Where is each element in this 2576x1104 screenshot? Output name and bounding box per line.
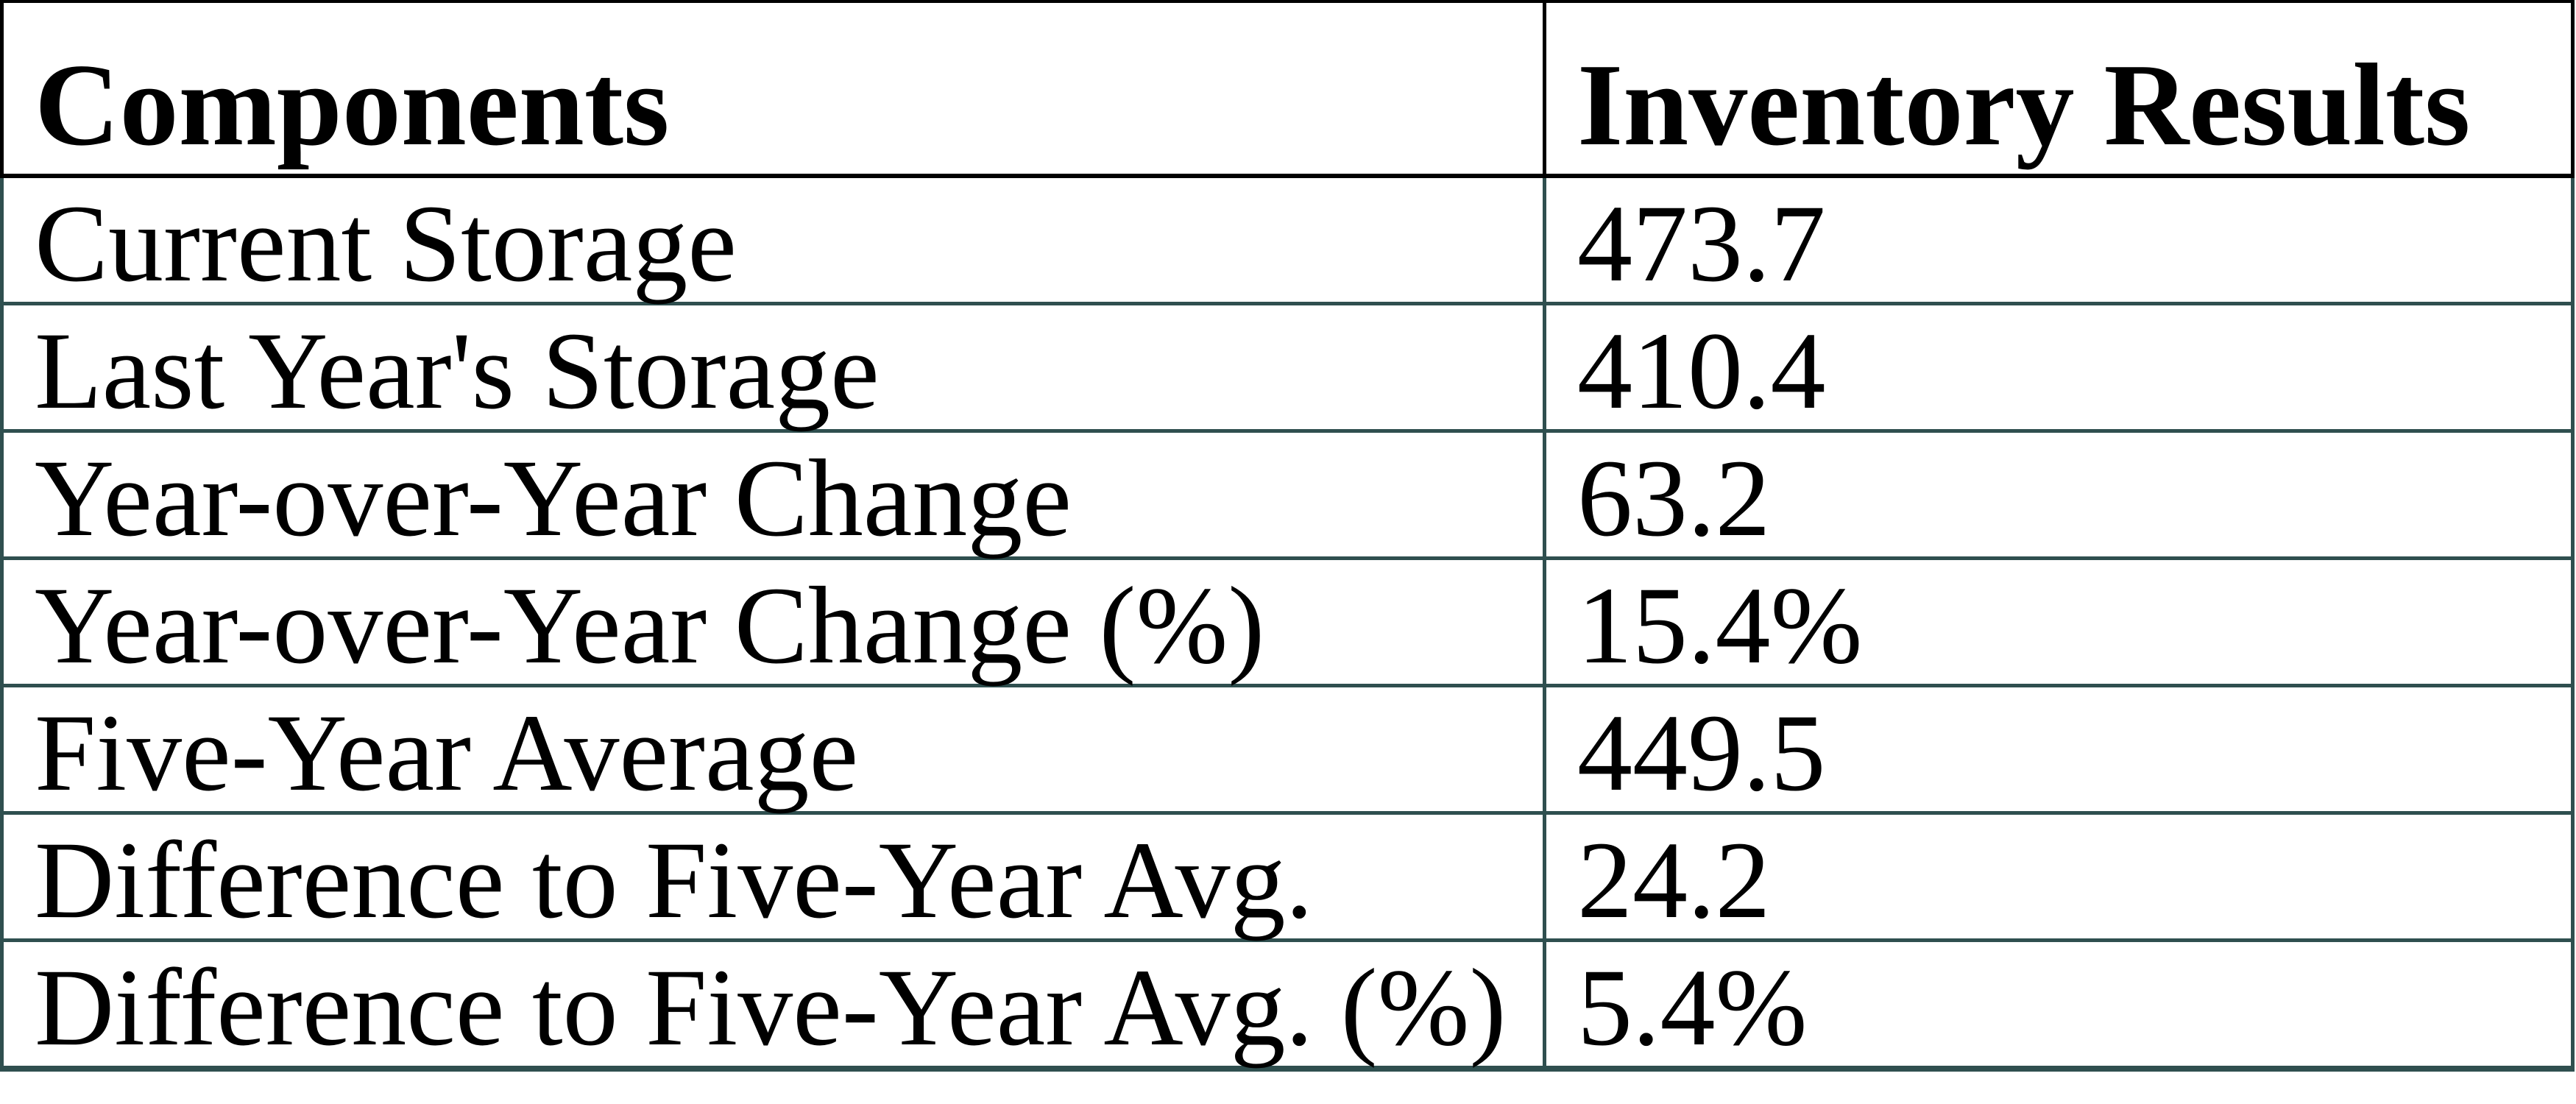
component-label-cell: Year-over-Year Change (%): [0, 556, 1546, 687]
table-row: Year-over-Year Change (%) 15.4%: [0, 556, 2575, 687]
result-value-cell: 449.5: [1543, 684, 2575, 815]
component-label-cell: Difference to Five-Year Avg. (%): [0, 938, 1546, 1072]
header-row: Components Inventory Results: [0, 0, 2575, 178]
inventory-table: Components Inventory Results Current Sto…: [0, 0, 2575, 1072]
component-label-cell: Difference to Five-Year Avg.: [0, 811, 1546, 942]
table-row: Current Storage 473.7: [0, 174, 2575, 305]
table-row: Last Year's Storage 410.4: [0, 302, 2575, 433]
table-row: Difference to Five-Year Avg. (%) 5.4%: [0, 938, 2575, 1072]
component-label-cell: Year-over-Year Change: [0, 429, 1546, 560]
result-value-cell: 410.4: [1543, 302, 2575, 433]
component-label-cell: Current Storage: [0, 174, 1546, 305]
table-row: Five-Year Average 449.5: [0, 684, 2575, 815]
result-value-cell: 15.4%: [1543, 556, 2575, 687]
table-row: Year-over-Year Change 63.2: [0, 429, 2575, 560]
result-value-cell: 24.2: [1543, 811, 2575, 942]
result-value-cell: 5.4%: [1543, 938, 2575, 1072]
result-value-cell: 473.7: [1543, 174, 2575, 305]
table-row: Difference to Five-Year Avg. 24.2: [0, 811, 2575, 942]
component-label-cell: Last Year's Storage: [0, 302, 1546, 433]
result-value-cell: 63.2: [1543, 429, 2575, 560]
header-cell-components: Components: [0, 0, 1546, 178]
table-body: Current Storage 473.7 Last Year's Storag…: [0, 174, 2575, 1072]
header-cell-inventory-results: Inventory Results: [1543, 0, 2575, 178]
component-label-cell: Five-Year Average: [0, 684, 1546, 815]
